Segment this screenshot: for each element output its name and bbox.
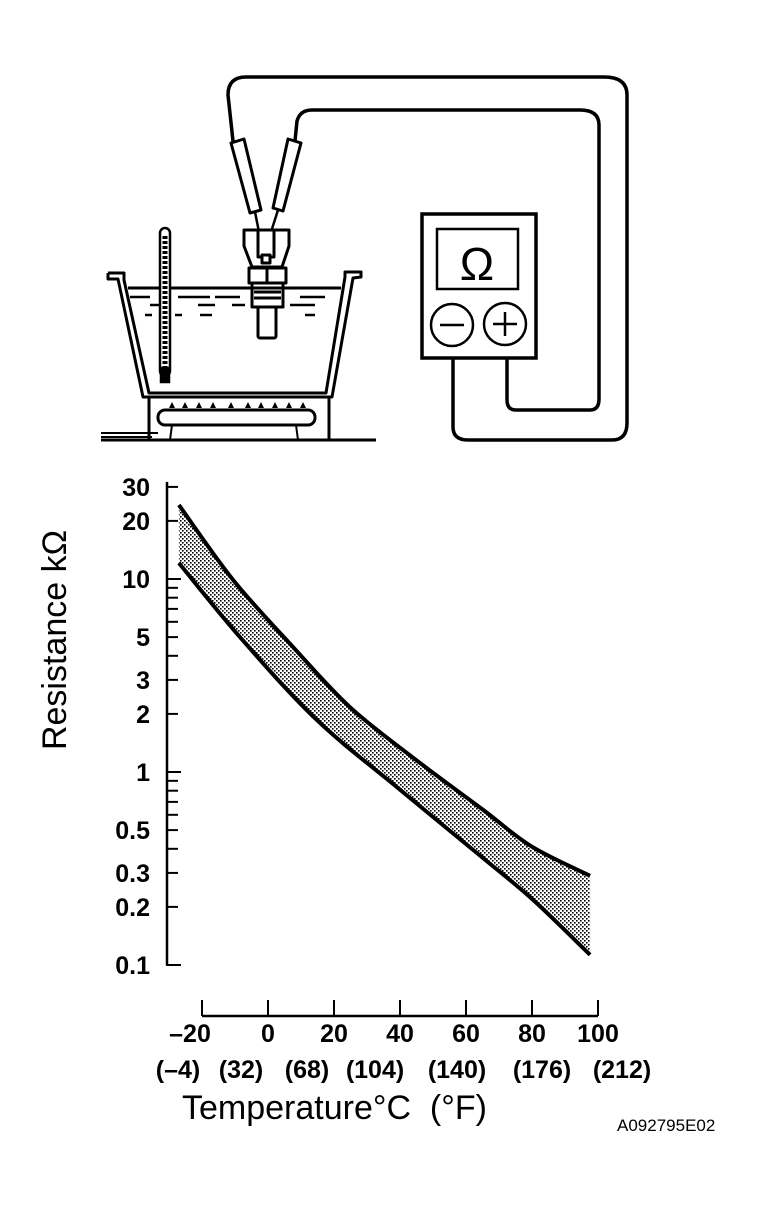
y-axis-title: Resistance kΩ xyxy=(36,530,74,750)
meter-display xyxy=(435,227,520,291)
figure-code: A092795E02 xyxy=(617,1116,715,1135)
outer-test-lead-wire xyxy=(226,75,629,442)
y-tick-label: 30 xyxy=(122,474,150,502)
left-probe xyxy=(229,137,263,215)
stove-burner xyxy=(101,395,376,442)
x-axis-title: Temperature°C (°F) xyxy=(182,1089,487,1127)
inner-test-lead-wire xyxy=(293,108,601,412)
temperature-sensor xyxy=(242,228,291,340)
y-tick-label: 0.1 xyxy=(115,952,150,980)
resistance-band-area xyxy=(178,504,591,955)
x-tick-label-fahrenheit: (–4) xyxy=(156,1056,200,1084)
y-tick-label: 1 xyxy=(136,759,150,787)
x-tick-label-celsius: 100 xyxy=(577,1020,619,1048)
x-tick-label-fahrenheit: (140) xyxy=(428,1056,486,1084)
lower-limit-curve xyxy=(177,561,592,957)
y-tick-label: 2 xyxy=(136,701,150,729)
x-tick-label-celsius: 60 xyxy=(452,1020,480,1048)
y-tick-label: 20 xyxy=(122,508,150,536)
x-axis: –20 (–4) 0 (32) 20 (68) 40 (104) 60 (140) 80 (176)1… xyxy=(156,1000,651,1084)
x-tick-label-celsius: –20 xyxy=(169,1020,211,1048)
y-tick-label: 3 xyxy=(136,667,150,695)
y-tick-label: 5 xyxy=(136,624,150,652)
right-probe xyxy=(271,137,303,213)
water-surface xyxy=(130,295,325,317)
y-tick-label: 0.5 xyxy=(115,817,150,845)
x-tick-label-celsius: 0 xyxy=(261,1020,275,1048)
ohm-symbol: Ω xyxy=(460,238,494,290)
thermometer xyxy=(158,226,172,384)
y-tick-label: 0.3 xyxy=(115,860,150,888)
burner-flames xyxy=(169,402,306,408)
x-tick-label-celsius: 80 xyxy=(518,1020,546,1048)
y-axis: 30 20 10 5 3 2 1 0.5 0.3 0.2 0.1 xyxy=(115,474,181,980)
x-tick-label-fahrenheit: (176) xyxy=(513,1056,571,1084)
y-tick-label: 10 xyxy=(122,566,150,594)
x-tick-label-fahrenheit: (212) xyxy=(593,1056,651,1084)
y-tick-label: 0.2 xyxy=(115,894,150,922)
plus-icon xyxy=(493,312,517,336)
test-setup-illustration: Ω xyxy=(101,75,629,442)
x-tick-label-celsius: 40 xyxy=(386,1020,414,1048)
x-tick-label-celsius: 20 xyxy=(320,1020,348,1048)
x-tick-label-fahrenheit: (32) xyxy=(219,1056,263,1084)
x-tick-label-fahrenheit: (68) xyxy=(285,1056,329,1084)
ohmmeter: Ω xyxy=(420,212,538,360)
upper-limit-curve xyxy=(177,503,591,878)
x-tick-label-fahrenheit: (104) xyxy=(346,1056,404,1084)
